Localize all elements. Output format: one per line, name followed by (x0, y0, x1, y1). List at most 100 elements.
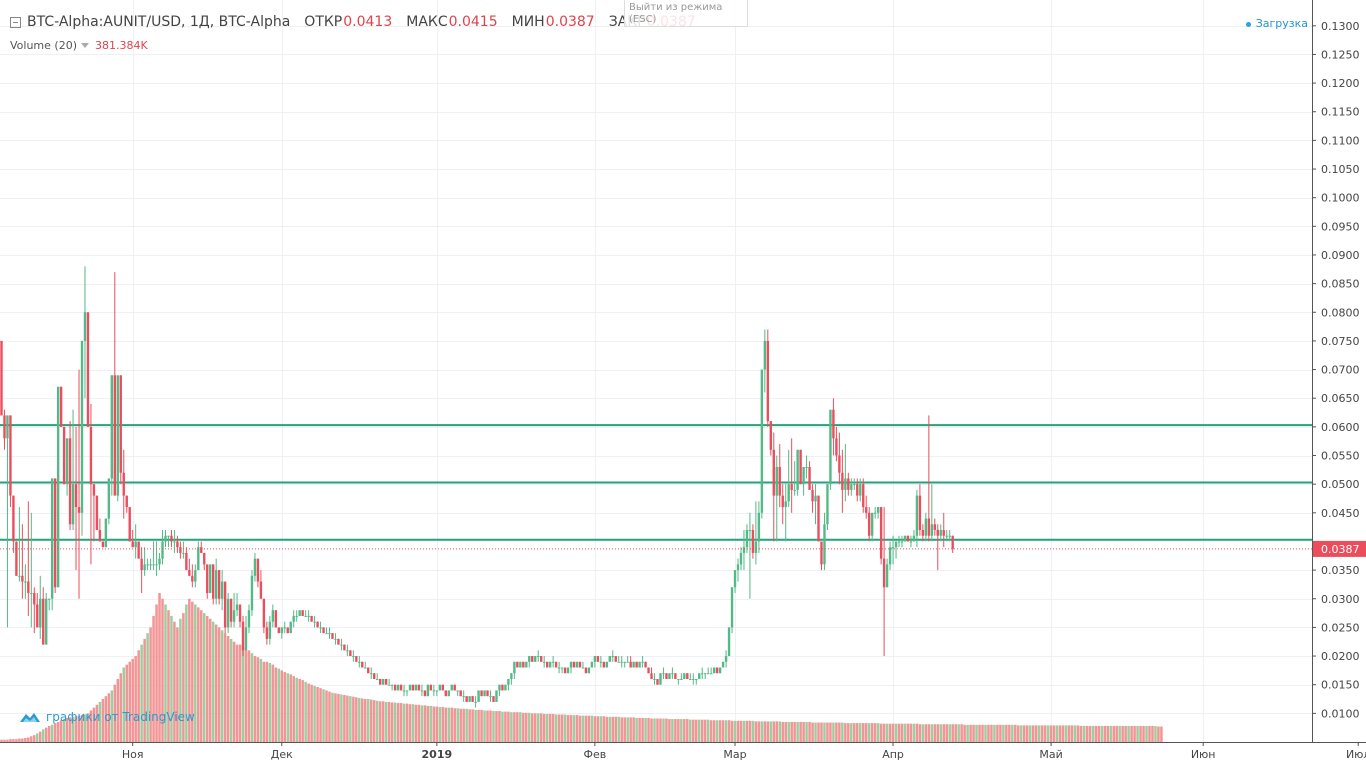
volume-bar (176, 627, 179, 742)
price-tick-label: 0.1250 (1321, 48, 1360, 61)
candle-body (95, 495, 99, 530)
candle-body (885, 564, 889, 588)
volume-bar (1106, 725, 1109, 742)
last-price-tag (1313, 540, 1366, 557)
candle-body (534, 656, 537, 662)
candle-body (471, 696, 474, 702)
volume-bar (894, 723, 898, 742)
volume-bar (134, 656, 137, 742)
candle-body (608, 656, 611, 662)
volume-value: 381.384K (95, 39, 148, 52)
volume-bar (95, 704, 99, 742)
volume-bar (751, 720, 755, 742)
candle-body (262, 598, 266, 628)
volume-bar (390, 702, 394, 742)
candle-body (942, 530, 945, 536)
volume-bar (387, 701, 391, 742)
candle-body (235, 604, 239, 611)
candle-body (796, 449, 799, 490)
volume-bar (957, 724, 960, 742)
volume-bar (686, 719, 689, 742)
volume-bar (784, 721, 787, 742)
candle-body (605, 661, 608, 668)
price-tick-label: 0.0100 (1321, 707, 1360, 720)
volume-bar (918, 724, 922, 742)
candle-body (364, 667, 367, 669)
candle-body (459, 690, 462, 697)
volume-bar (1020, 725, 1023, 742)
volume-bar (888, 723, 892, 742)
candle-body (856, 484, 859, 496)
volume-bar (352, 696, 355, 742)
candle-body (203, 552, 206, 565)
exit-fullscreen-hint[interactable]: Выйти из режима (ESC) (624, 0, 748, 27)
volume-bar (1079, 725, 1083, 742)
volume-bar (873, 723, 877, 742)
candle-body (18, 575, 21, 577)
volume-bar (316, 686, 319, 742)
volume-bar (220, 630, 224, 742)
volume-bar (1076, 725, 1080, 742)
candle-body (325, 633, 328, 635)
candles (0, 266, 954, 708)
volume-bar (1109, 725, 1112, 742)
candle-body (456, 690, 459, 692)
volume-bar (542, 713, 546, 742)
candle-body (170, 535, 173, 542)
volume-bar (516, 712, 519, 742)
candle-body (45, 598, 48, 645)
volume-bar (349, 696, 352, 742)
loading-dot-icon (1245, 21, 1251, 27)
volume-bar (906, 723, 910, 742)
candle-body (626, 661, 629, 663)
volume-bar (164, 604, 167, 742)
candle-body (298, 610, 301, 616)
volume-bar (659, 718, 662, 742)
collapse-icon[interactable] (10, 16, 21, 28)
candle-body (557, 667, 561, 669)
volume-bar (483, 710, 486, 742)
volume-bar (557, 714, 561, 742)
volume-bar (1121, 725, 1124, 742)
price-tick-label: 0.0250 (1321, 621, 1360, 634)
dropdown-icon[interactable] (81, 43, 89, 48)
volume-bar (814, 722, 817, 742)
volume-bar (355, 697, 358, 742)
volume-bar (879, 723, 883, 742)
volume-legend[interactable]: Volume (20) 381.384K (10, 39, 148, 52)
volume-bar (1037, 725, 1041, 742)
volume-bar (149, 627, 152, 742)
volume-bar (844, 723, 847, 742)
volume-bar (510, 712, 513, 742)
candle-body (131, 541, 134, 548)
candle-body (209, 564, 212, 594)
volume-bar (662, 718, 665, 742)
volume-bar (143, 638, 146, 742)
candle-body (134, 541, 137, 548)
candle-body (596, 656, 600, 662)
candle-body (870, 512, 874, 536)
volume-bar (525, 712, 528, 742)
candle-body (513, 661, 516, 674)
tradingview-branding[interactable]: графики от TradingView (20, 710, 195, 724)
time-axis-bg (0, 742, 1366, 768)
candle-body (531, 656, 534, 662)
candle-body (790, 484, 793, 490)
candle-body (316, 621, 319, 628)
price-axis-bg (1312, 0, 1366, 768)
symbol-title[interactable]: BTC-Alpha:AUNIT/USD, 1Д, BTC-Alpha (27, 14, 291, 30)
volume-bar (614, 716, 617, 742)
volume-bar (602, 716, 606, 742)
volume-bar (250, 653, 254, 742)
volume-bar (635, 717, 638, 742)
candle-body (733, 570, 737, 588)
candle-body (238, 604, 242, 622)
volume-bar (77, 715, 81, 742)
candle-body (197, 547, 200, 571)
candle-body (903, 535, 907, 542)
candle-body (662, 673, 665, 675)
volume-bar (1017, 725, 1020, 742)
candle-body (760, 369, 764, 513)
candle-body (873, 512, 877, 514)
